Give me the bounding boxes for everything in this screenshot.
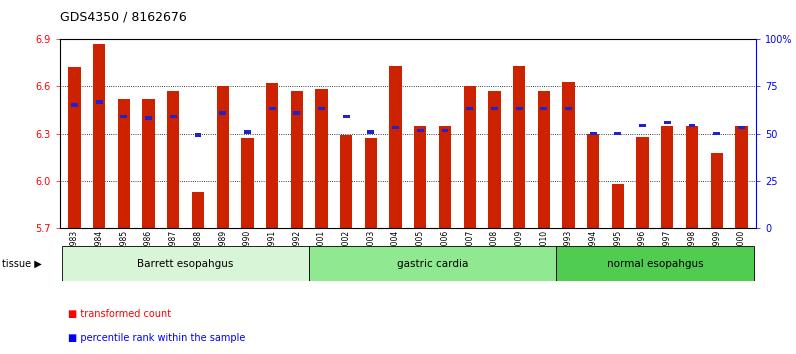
Bar [711,153,723,228]
Bar [590,132,597,135]
Text: tissue ▶: tissue ▶ [2,259,41,269]
Bar [309,246,556,281]
Bar [219,112,226,115]
Bar [689,124,696,127]
Bar [736,126,747,228]
Bar [417,129,423,132]
Bar [217,86,229,228]
Bar [120,115,127,118]
Bar [565,107,572,110]
Bar [315,90,328,228]
Bar [661,126,673,228]
Text: GDS4350 / 8162676: GDS4350 / 8162676 [60,11,186,24]
Bar [318,107,325,110]
Bar [537,91,550,228]
Bar [540,107,547,110]
Bar [587,134,599,228]
Bar [266,83,279,228]
Bar [562,81,575,228]
Bar [192,192,205,228]
Bar [713,132,720,135]
Bar [738,126,745,129]
Text: ■ transformed count: ■ transformed count [68,309,171,319]
Bar [167,91,179,228]
Text: Barrett esopahgus: Barrett esopahgus [138,259,234,269]
Bar [194,133,201,137]
Bar [368,130,374,134]
Bar [611,184,624,228]
Bar [71,103,78,107]
Bar [118,99,130,228]
Bar [389,66,402,228]
Text: gastric cardia: gastric cardia [397,259,468,269]
Bar [491,107,498,110]
Bar [637,137,649,228]
Bar [241,138,254,228]
Bar [294,112,300,115]
Text: ■ percentile rank within the sample: ■ percentile rank within the sample [68,333,245,343]
Text: normal esopahgus: normal esopahgus [607,259,703,269]
Bar [639,124,646,127]
Bar [442,129,448,132]
Bar [466,107,473,110]
Bar [615,132,622,135]
Bar [664,121,671,124]
Bar [170,115,177,118]
Bar [68,67,80,228]
Bar [516,107,522,110]
Bar [365,138,377,228]
Bar [392,126,399,129]
Bar [340,135,353,228]
Bar [439,126,451,228]
Bar [145,116,152,120]
Bar [414,126,427,228]
Bar [513,66,525,228]
Bar [291,91,303,228]
Bar [343,115,349,118]
Bar [142,99,154,228]
Bar [244,130,251,134]
Bar [268,107,275,110]
Bar [686,126,698,228]
Bar [96,100,103,104]
Bar [93,44,105,228]
Bar [62,246,309,281]
Bar [556,246,754,281]
Bar [488,91,501,228]
Bar [463,86,476,228]
